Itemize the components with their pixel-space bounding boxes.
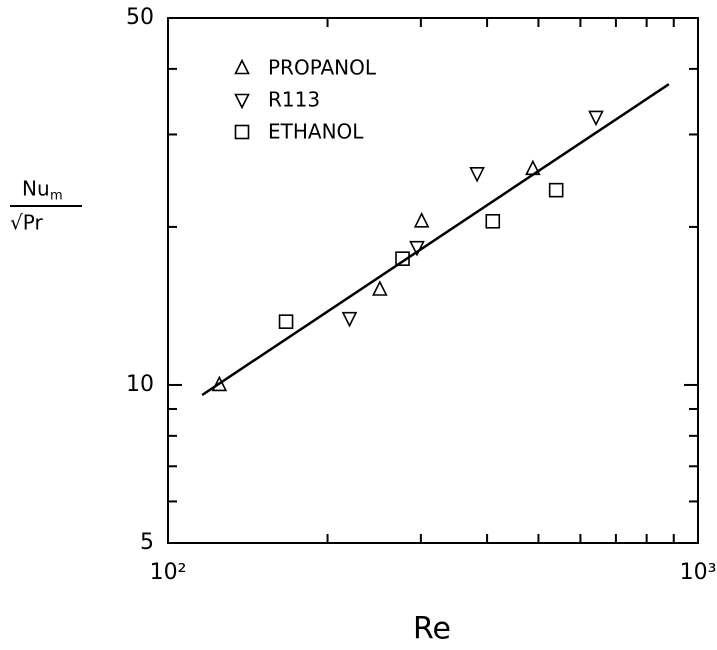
x-tick-label: 10² [150, 560, 187, 585]
point [278, 314, 294, 329]
y-label-numerator: Nu [22, 177, 50, 201]
point [341, 311, 358, 328]
y-axis-label: Nu m √Pr [10, 177, 82, 235]
plot-frame [167, 17, 699, 544]
legend-label: PROPANOL [268, 56, 377, 80]
point [548, 182, 564, 198]
point [525, 159, 541, 176]
y-tick-label: 5 [140, 530, 154, 555]
fit-line [201, 83, 670, 397]
y-label-subscript: m [50, 189, 63, 204]
point [409, 240, 425, 257]
point [469, 167, 485, 183]
point [588, 110, 604, 127]
legend-marker [234, 58, 250, 75]
point [413, 211, 430, 228]
point [485, 213, 501, 229]
point [395, 251, 410, 266]
y-tick-label: 50 [126, 5, 154, 30]
point [372, 280, 388, 296]
legend-label: R113 [268, 88, 320, 112]
y-tick-label: 10 [126, 372, 154, 397]
y-label-denominator: √Pr [10, 211, 43, 235]
x-axis-label: Re [413, 612, 451, 647]
x-tick-label: 10³ [680, 560, 717, 585]
legend-marker [234, 124, 250, 140]
point [211, 375, 228, 392]
legend-label: ETHANOL [268, 120, 364, 144]
legend-marker [234, 93, 250, 110]
